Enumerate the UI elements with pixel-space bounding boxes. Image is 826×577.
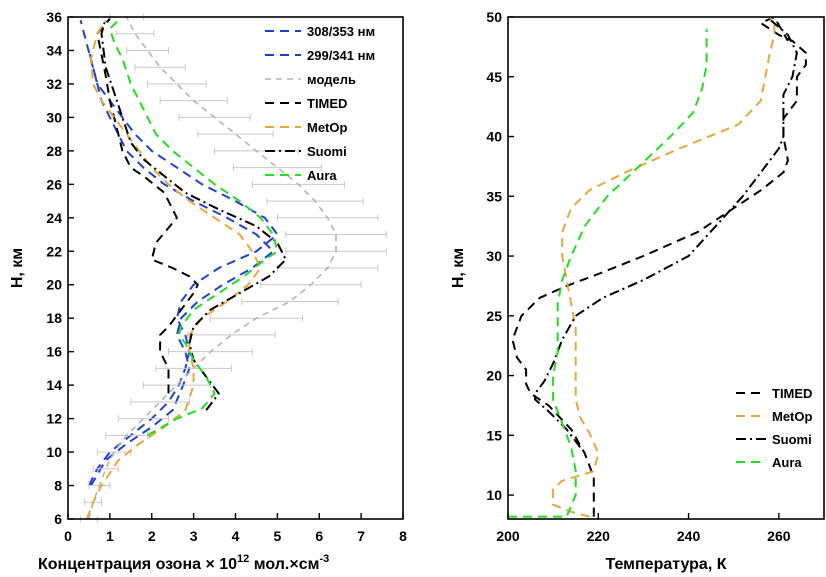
left-y-tick-label: 18	[46, 310, 62, 326]
left-x-tick-label: 0	[64, 528, 72, 544]
right-legend: TIMED MetOp Suomi Aura	[736, 386, 813, 470]
right-series-line-0	[511, 16, 807, 517]
right-legend-label: TIMED	[772, 386, 812, 401]
right-x-axis-title: Температура, К	[606, 556, 727, 573]
left-y-tick-label: 30	[46, 109, 62, 125]
left-x-axis-title-units-exp: -3	[319, 553, 329, 565]
left-y-tick-label: 12	[46, 411, 62, 427]
temperature-chart: 200 220 240 260 10 15 20 25 30 35 40 45 50 TIMED MetO…	[450, 9, 825, 573]
left-y-tick-label: 8	[54, 478, 62, 494]
left-x-axis-title-main: Концентрация озона × 10	[38, 556, 237, 573]
left-series-line-6	[108, 19, 279, 437]
left-x-axis-title-units: мол.×см	[249, 556, 319, 573]
left-y-tick-label: 10	[46, 444, 62, 460]
left-series-line-2	[88, 16, 337, 520]
right-y-tick-label: 10	[486, 487, 502, 503]
left-y-tick-label: 28	[46, 143, 62, 159]
left-y-tick-label: 6	[54, 511, 62, 527]
right-y-tick-label: 45	[486, 69, 502, 85]
left-legend-label: Aura	[307, 168, 337, 183]
right-legend-label: MetOp	[772, 409, 813, 424]
left-legend-label: 308/353 нм	[307, 24, 375, 39]
right-series-line-1	[552, 16, 776, 518]
left-x-tick-label: 6	[315, 528, 323, 544]
right-y-axis-title: H, км	[450, 248, 467, 288]
left-series-line-0	[79, 20, 279, 486]
right-y-tick-label: 40	[486, 129, 502, 145]
right-y-tick-label: 35	[486, 188, 502, 204]
left-x-tick-label: 3	[190, 528, 198, 544]
right-series-line-2	[534, 18, 798, 448]
left-legend-label: 299/341 нм	[307, 48, 375, 63]
right-x-tick-label: 260	[767, 528, 791, 544]
left-y-tick-label: 34	[46, 42, 62, 58]
left-legend-label: TIMED	[307, 96, 347, 111]
left-series-line-1	[87, 50, 275, 487]
left-y-tick-label: 14	[46, 377, 62, 393]
right-y-tick-label: 25	[486, 308, 502, 324]
left-series-line-5	[100, 18, 287, 411]
right-x-tick-label: 200	[496, 528, 520, 544]
right-legend-label: Suomi	[772, 432, 812, 447]
left-x-tick-label: 5	[273, 528, 281, 544]
left-x-tick-label: 4	[232, 528, 240, 544]
left-x-axis-title-exp: 12	[237, 553, 249, 565]
right-y-tick-label: 15	[486, 427, 502, 443]
right-y-tick-label: 30	[486, 248, 502, 264]
left-y-tick-label: 16	[46, 344, 62, 360]
right-plot-frame	[507, 16, 825, 520]
left-series-line-4	[85, 19, 262, 520]
left-legend-label: MetOp	[307, 120, 348, 135]
right-y-tick-label: 50	[486, 9, 502, 25]
left-legend-label: модель	[307, 72, 356, 87]
left-y-tick-label: 20	[46, 277, 62, 293]
left-x-tick-label: 7	[357, 528, 365, 544]
left-x-tick-label: 1	[106, 528, 114, 544]
right-legend-label: Aura	[772, 455, 802, 470]
left-y-tick-label: 26	[46, 176, 62, 192]
right-x-tick-label: 220	[587, 528, 611, 544]
right-y-tick-label: 20	[486, 368, 502, 384]
left-y-tick-label: 22	[46, 243, 62, 259]
left-x-axis-title: Концентрация озона × 1012 мол.×см-3	[38, 553, 329, 573]
right-x-tick-label: 240	[677, 528, 701, 544]
left-legend-label: Suomi	[307, 144, 347, 159]
right-series-line-3	[508, 29, 708, 518]
left-y-tick-label: 32	[46, 76, 62, 92]
left-y-tick-label: 24	[46, 210, 62, 226]
left-x-tick-label: 2	[148, 528, 156, 544]
left-y-tick-label: 36	[46, 9, 62, 25]
left-legend: 308/353 нм 299/341 нм модель TIMED MetOp Suom…	[265, 24, 375, 183]
left-y-axis-title: H, км	[9, 248, 26, 288]
left-x-tick-label: 8	[399, 528, 407, 544]
left-series-line-3	[96, 18, 199, 394]
ozone-chart: 0 1 2 3 4 5 6 7 8681012141618202224262830323436 …	[9, 9, 407, 573]
